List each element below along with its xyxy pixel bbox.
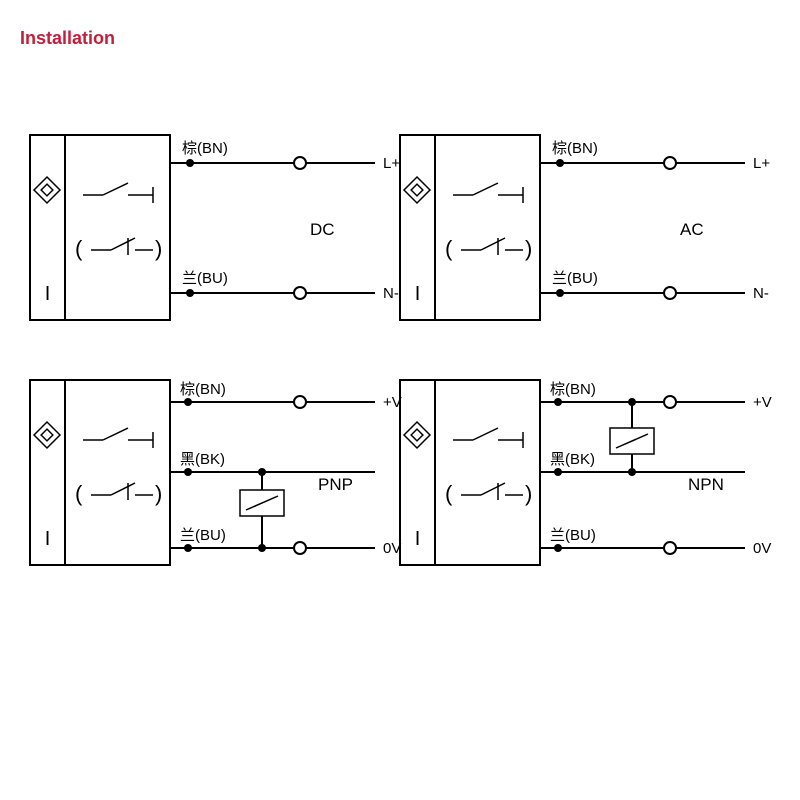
svg-text:): ) xyxy=(155,481,162,506)
svg-text:0V: 0V xyxy=(753,540,771,557)
svg-text:DC: DC xyxy=(310,220,335,239)
svg-text:棕(BN): 棕(BN) xyxy=(180,381,226,398)
svg-text:AC: AC xyxy=(680,220,704,239)
svg-text:N-: N- xyxy=(383,285,399,302)
title-text: Installation xyxy=(20,28,115,48)
svg-text:+V: +V xyxy=(753,394,772,411)
svg-text:兰(BU): 兰(BU) xyxy=(550,527,596,544)
svg-text:0V: 0V xyxy=(383,540,401,557)
svg-text:I: I xyxy=(45,528,51,550)
svg-text:(: ( xyxy=(75,481,83,506)
svg-text:兰(BU): 兰(BU) xyxy=(182,270,228,287)
svg-text:L+: L+ xyxy=(383,155,400,172)
svg-text:棕(BN): 棕(BN) xyxy=(182,140,228,157)
svg-text:棕(BN): 棕(BN) xyxy=(552,140,598,157)
svg-text:PNP: PNP xyxy=(318,475,353,494)
svg-text:兰(BU): 兰(BU) xyxy=(552,270,598,287)
svg-text:黑(BK): 黑(BK) xyxy=(550,451,595,468)
svg-text:L+: L+ xyxy=(753,155,770,172)
page-title: Installation xyxy=(20,28,115,49)
svg-text:I: I xyxy=(415,528,421,550)
svg-text:I: I xyxy=(415,283,421,305)
svg-text:N-: N- xyxy=(753,285,769,302)
svg-text:(: ( xyxy=(445,481,453,506)
svg-text:兰(BU): 兰(BU) xyxy=(180,527,226,544)
svg-text:): ) xyxy=(155,236,162,261)
svg-text:(: ( xyxy=(445,236,453,261)
svg-text:NPN: NPN xyxy=(688,475,724,494)
svg-text:黑(BK): 黑(BK) xyxy=(180,451,225,468)
wiring-diagrams: I () 棕(BN) L+ 兰(BU) N- DC I () 棕(BN) L+ 兰(BU) N- AC I (… xyxy=(0,0,800,800)
svg-text:I: I xyxy=(45,283,51,305)
svg-text:): ) xyxy=(525,481,532,506)
svg-text:+V: +V xyxy=(383,394,402,411)
svg-text:(: ( xyxy=(75,236,83,261)
svg-text:棕(BN): 棕(BN) xyxy=(550,381,596,398)
svg-text:): ) xyxy=(525,236,532,261)
